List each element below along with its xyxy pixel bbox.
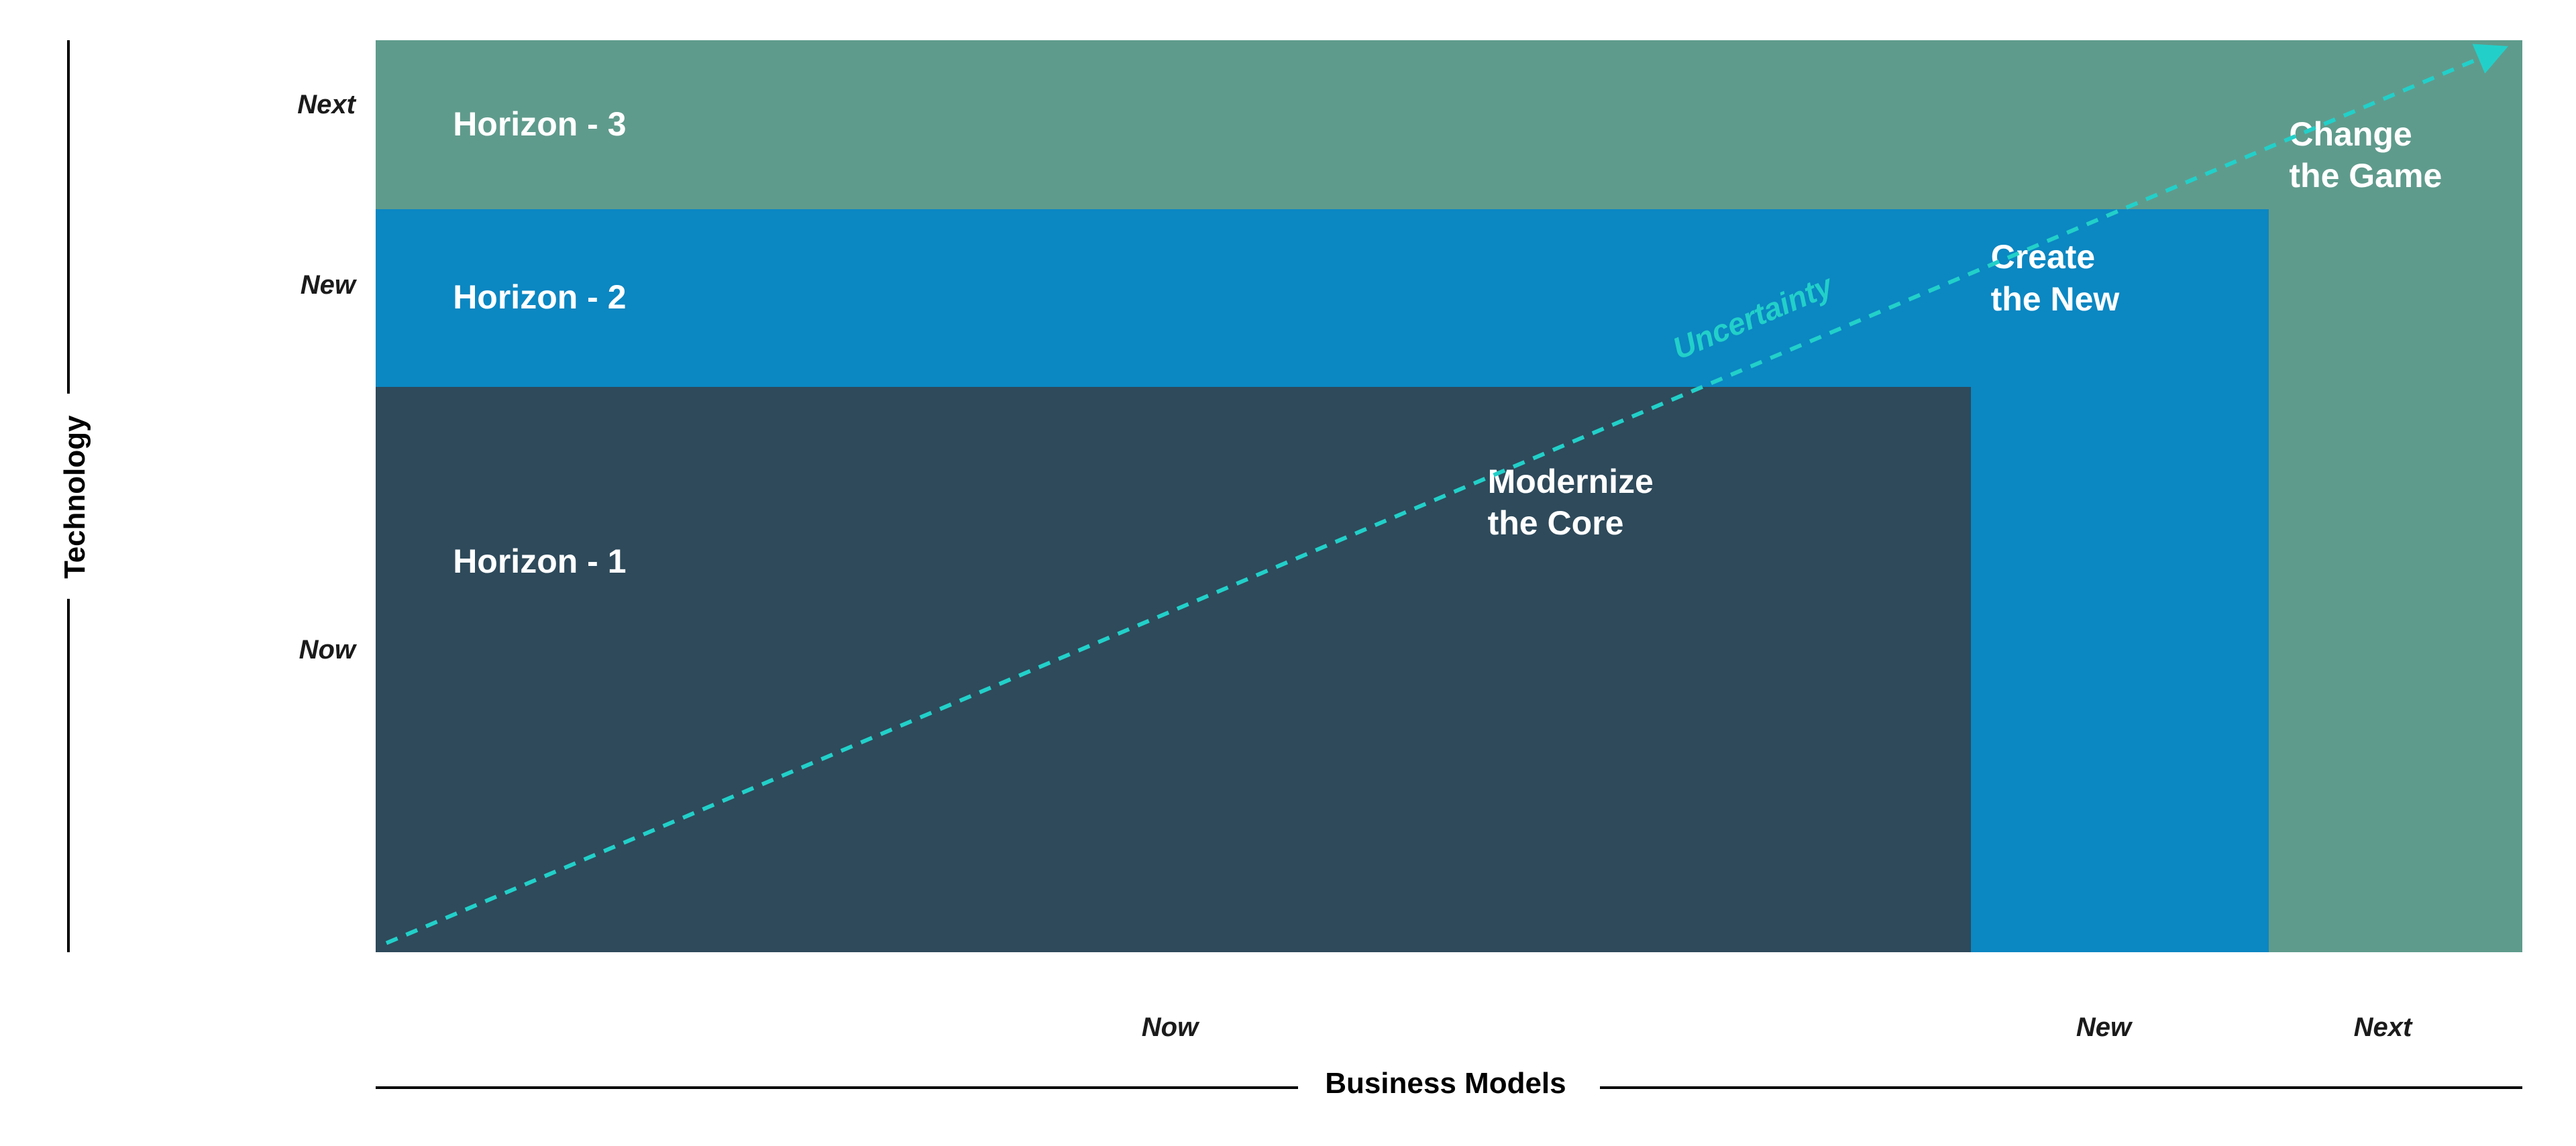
x-tick-new: New bbox=[2050, 1013, 2157, 1043]
horizon-1-rect bbox=[376, 387, 1971, 952]
x-axis-line-left bbox=[376, 1086, 1298, 1089]
y-tick-now: Now bbox=[0, 635, 356, 665]
y-tick-next: Next bbox=[0, 90, 356, 120]
horizon-3-left-label: Horizon - 3 bbox=[453, 105, 626, 144]
horizon-2-left-label: Horizon - 2 bbox=[453, 278, 626, 317]
x-axis-line-right bbox=[1600, 1086, 2522, 1089]
horizon-1-right-label: Modernizethe Core bbox=[1488, 461, 1654, 545]
y-tick-new: New bbox=[0, 270, 356, 300]
horizon-3-right-label: Changethe Game bbox=[2289, 113, 2442, 197]
y-axis-label: Technology bbox=[58, 416, 92, 579]
horizon-1-left-label: Horizon - 1 bbox=[453, 542, 626, 581]
x-axis-label: Business Models bbox=[1309, 1067, 1582, 1100]
x-tick-now: Now bbox=[1116, 1013, 1224, 1043]
horizons-diagram: Technology Next New Now Horizon - 3 Hori… bbox=[0, 0, 2576, 1146]
horizon-2-right-label: Createthe New bbox=[1991, 236, 2120, 320]
x-tick-next: Next bbox=[2329, 1013, 2436, 1043]
